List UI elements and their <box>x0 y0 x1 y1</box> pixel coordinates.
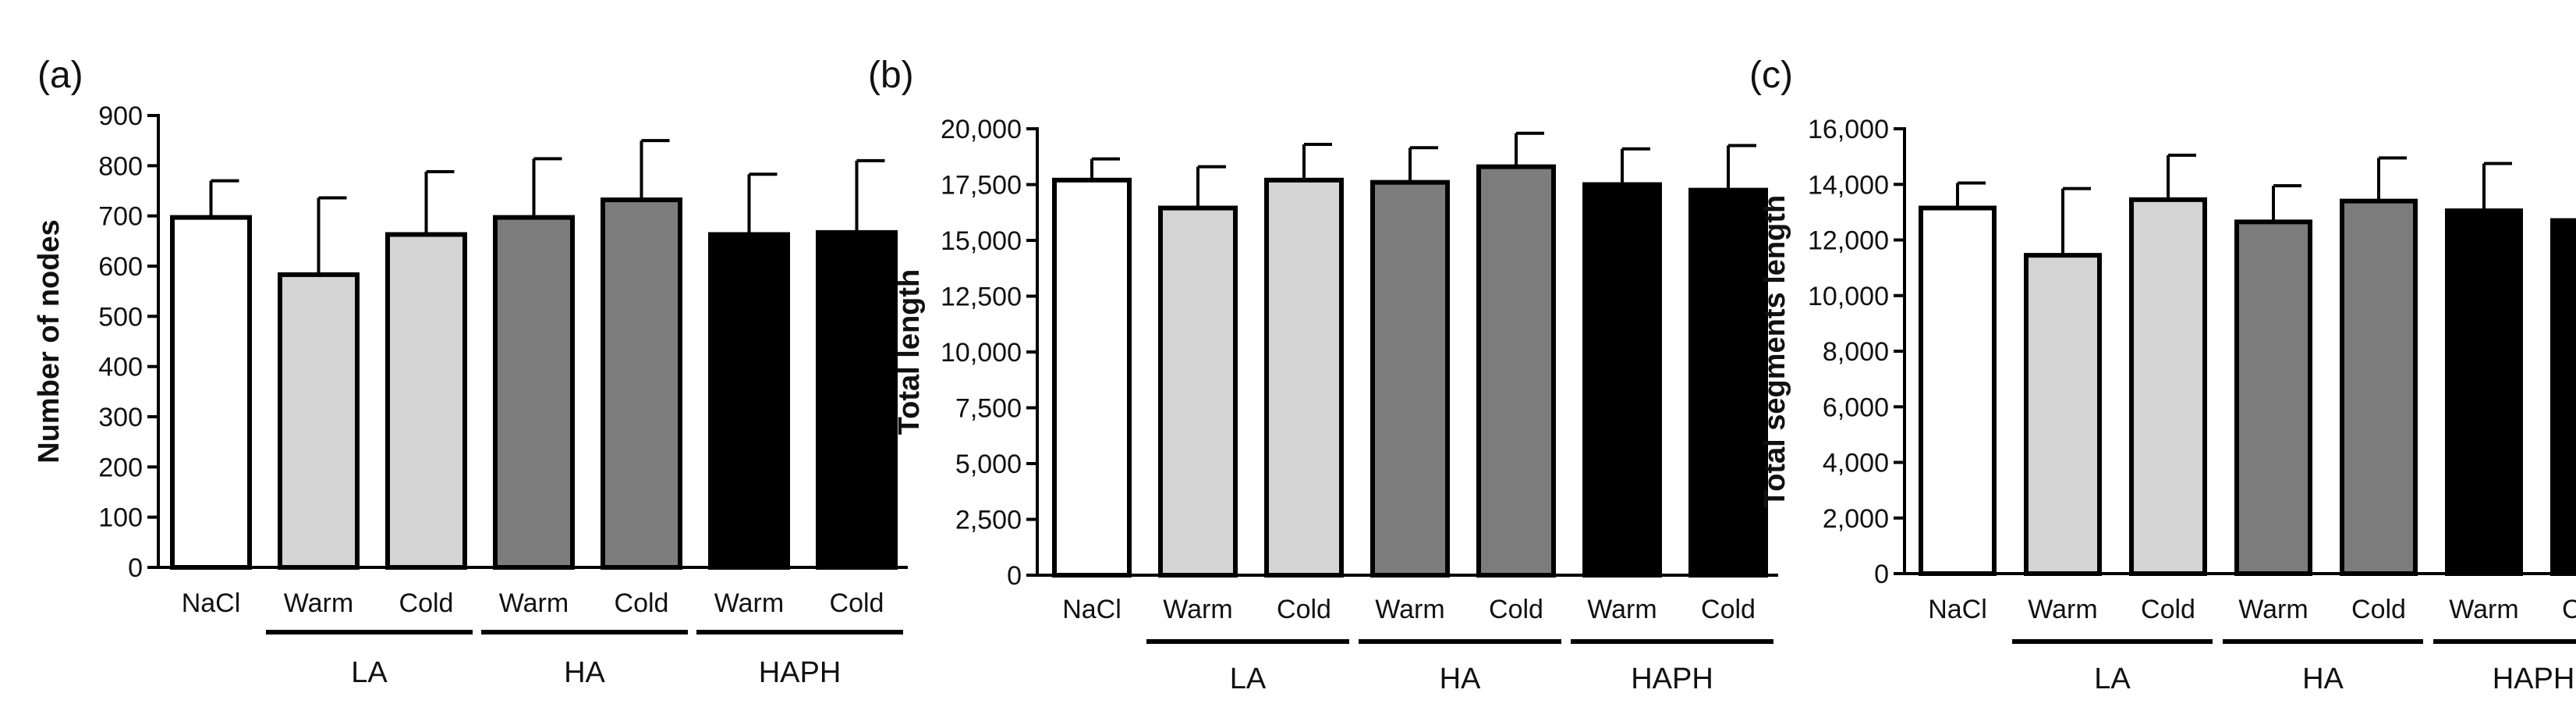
panel-b-bar <box>1370 180 1450 578</box>
panel-a-bar <box>385 232 467 570</box>
panel-a-y-tick-label: 800 <box>98 151 143 181</box>
panel-c-label: (c) <box>1749 55 1793 96</box>
panel-b-y-tick-label: 12,500 <box>941 283 1022 312</box>
panel-a-bar <box>816 229 898 570</box>
panel-a-label: (a) <box>37 55 83 96</box>
panel-c-group-label: LA <box>2094 663 2131 695</box>
panel-a-y-tick-label: 900 <box>98 101 143 131</box>
panel-b-category-label: Cold <box>1489 595 1543 624</box>
panel-c-y-tick-label: 2,000 <box>1823 504 1889 534</box>
panel-b-group-label: LA <box>1230 663 1267 695</box>
panel-c-bar <box>2234 219 2312 576</box>
panel-b-y-tick-label: 15,000 <box>941 226 1022 256</box>
panel-a-y-tick-label: 700 <box>98 202 143 232</box>
panel-a-category-label: Warm <box>284 588 353 618</box>
panel-b-y-tick-label: 7,500 <box>955 394 1022 424</box>
panel-a-group-label: LA <box>351 656 388 689</box>
panel-b-label: (b) <box>868 55 914 96</box>
panel-c-category-label: Warm <box>2449 595 2518 624</box>
panel-b-y-tick-label: 17,500 <box>941 171 1022 201</box>
panel-c-category-label: NaCl <box>1928 595 1987 624</box>
panel-a-y-tick-label: 300 <box>98 403 143 432</box>
panel-c-y-axis-label: Total segments length <box>1759 195 1791 507</box>
panel-b-bar <box>1688 187 1768 578</box>
panel-a-category-label: NaCl <box>182 588 241 618</box>
panel-b-y-tick-label: 10,000 <box>941 338 1022 368</box>
panel-a-category-label: Cold <box>399 588 454 618</box>
panel-c-y-tick-label: 16,000 <box>1808 115 1889 144</box>
panel-c-bar <box>2445 208 2523 576</box>
panel-a-y-tick-label: 100 <box>98 503 143 533</box>
panel-a-bar <box>278 272 360 570</box>
panel-c-bar <box>2550 218 2576 576</box>
panel-b-bar <box>1476 164 1556 578</box>
panel-a-bar <box>601 197 682 570</box>
panel-b-group-label: HAPH <box>1631 663 1713 695</box>
panel-b-y-axis-label: Total length <box>893 269 926 435</box>
panel-c-bar <box>2340 198 2418 576</box>
panel-c-bar <box>1919 205 1997 576</box>
panel-a-group-label: HA <box>564 656 605 689</box>
panel-a-y-axis-label: Number of nodes <box>33 219 66 463</box>
panel-c-y-tick-label: 8,000 <box>1823 337 1889 367</box>
panel-b-category-label: Cold <box>1277 595 1331 624</box>
panel-a-y-tick-label: 200 <box>98 453 143 482</box>
panel-b-bar <box>1052 177 1132 578</box>
panel-c-category-label: Cold <box>2141 595 2195 624</box>
panel-a-category-label: Cold <box>615 588 669 618</box>
panel-a-category-label: Warm <box>499 588 569 618</box>
panel-a-y-tick-label: 400 <box>98 353 143 382</box>
panel-c-y-tick-label: 10,000 <box>1808 282 1889 311</box>
panel-b-y-tick-label: 20,000 <box>941 115 1022 144</box>
panel-a-category-label: Warm <box>714 588 784 618</box>
panel-c-group-label: HAPH <box>2493 663 2575 695</box>
panel-b-category-label: Cold <box>1701 595 1756 624</box>
panel-b-bar <box>1158 205 1238 578</box>
panel-b-y-tick-label: 0 <box>1007 561 1022 591</box>
panel-a-y-tick-label: 500 <box>98 302 143 332</box>
panel-c-y-tick-label: 12,000 <box>1808 226 1889 256</box>
panel-c-group-label: HA <box>2302 663 2344 695</box>
panel-a-category-label: Cold <box>830 588 884 618</box>
panel-c-category-label: Warm <box>2028 595 2097 624</box>
panel-c-y-tick-label: 4,000 <box>1823 449 1889 478</box>
panel-b-group-label: HA <box>1440 663 1481 695</box>
panel-a-y-tick-label: 0 <box>128 553 143 583</box>
panel-b-category-label: NaCl <box>1062 595 1121 624</box>
panel-b-category-label: Warm <box>1375 595 1444 624</box>
panel-c-bar <box>2024 253 2102 576</box>
panel-b-category-label: Warm <box>1163 595 1232 624</box>
panel-b-bar <box>1264 177 1344 578</box>
panel-a-y-tick-label: 600 <box>98 252 143 282</box>
panel-b-category-label: Warm <box>1587 595 1657 624</box>
panel-a-bar <box>708 232 790 570</box>
panel-b-bar <box>1582 182 1662 578</box>
panel-a-bar <box>493 215 575 570</box>
panel-a-bar <box>170 215 252 570</box>
panel-c-y-tick-label: 6,000 <box>1823 393 1889 422</box>
panel-b-y-tick-label: 2,500 <box>955 506 1022 535</box>
panel-c-bar <box>2129 197 2207 576</box>
panel-c-y-tick-label: 0 <box>1874 560 1889 589</box>
panel-c-y-tick-label: 14,000 <box>1808 170 1889 200</box>
panel-b-y-tick-label: 5,000 <box>955 450 1022 479</box>
panel-a-group-label: HAPH <box>759 656 842 689</box>
panel-c-category-label: Cold <box>2562 595 2576 624</box>
panel-c-category-label: Warm <box>2238 595 2308 624</box>
panel-c-category-label: Cold <box>2351 595 2406 624</box>
